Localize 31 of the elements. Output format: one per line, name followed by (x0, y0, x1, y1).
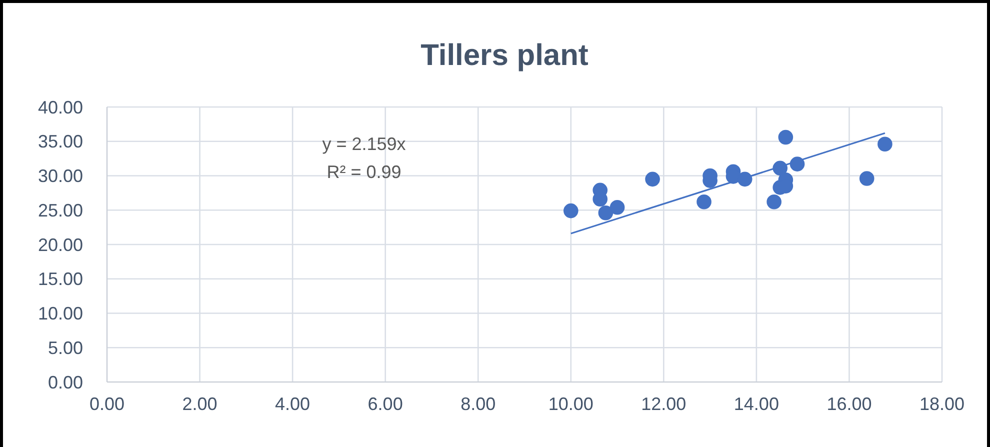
point (610, 200, 625, 215)
y-tick-label: 0.00 (48, 372, 83, 392)
y-tick-label: 15.00 (38, 269, 83, 290)
chart-title: Tillers plant (420, 39, 588, 72)
y-tick-label: 10.00 (38, 304, 83, 324)
point (563, 203, 578, 218)
point (598, 205, 614, 220)
y-tick-label: 25.00 (38, 200, 83, 220)
y-tick-label: 20.00 (38, 234, 83, 255)
y-tick-label: 40.00 (38, 97, 83, 118)
point (859, 171, 874, 186)
x-tick-label: 0.00 (89, 394, 125, 414)
x-tick-label: 8.00 (460, 394, 496, 414)
point (696, 194, 712, 210)
x-tick-label: 6.00 (368, 394, 403, 414)
x-tick-label: 10.00 (548, 394, 594, 414)
x-tick-label: 2.00 (182, 394, 218, 414)
y-tick-label: 5.00 (48, 338, 83, 358)
annotation: y = 2.159x (322, 134, 406, 154)
y-tick-label: 30.00 (38, 166, 83, 186)
point (778, 130, 794, 145)
point (766, 194, 782, 210)
point (645, 172, 660, 187)
point (878, 136, 892, 152)
x-tick-label: 14.00 (734, 394, 779, 414)
x-tick-label: 16.00 (826, 394, 872, 414)
x-tick-label: 18.00 (919, 394, 965, 414)
y-tick-label: 35.00 (38, 132, 83, 152)
x-tick-label: 12.00 (641, 394, 686, 414)
x-tick-label: 4.00 (275, 394, 310, 414)
annotation: R² = 0.99 (326, 162, 402, 182)
